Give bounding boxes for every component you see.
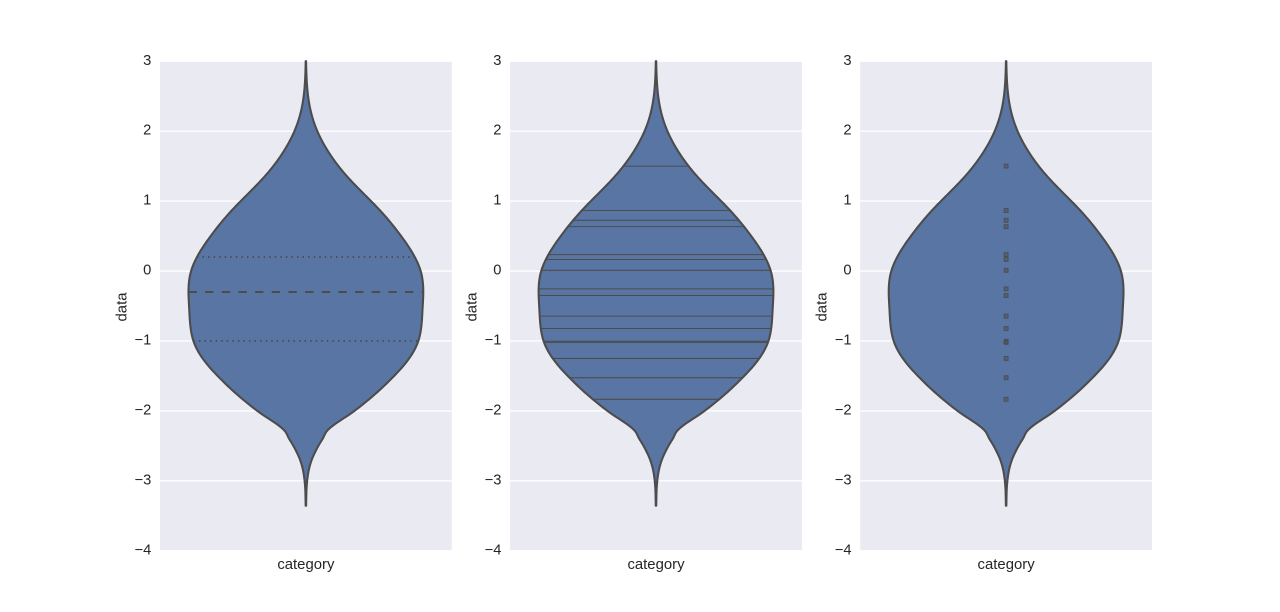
svg-text:3: 3 [143,53,151,69]
svg-text:−4: −4 [835,542,852,558]
svg-text:−4: −4 [135,542,152,558]
svg-text:category: category [978,557,1036,573]
svg-text:3: 3 [843,53,851,69]
svg-text:2: 2 [493,123,501,139]
svg-text:1: 1 [493,193,501,209]
svg-text:data: data [114,292,130,322]
svg-text:2: 2 [843,123,851,139]
svg-text:−1: −1 [835,333,852,349]
svg-text:−2: −2 [835,403,852,419]
svg-text:data: data [815,292,831,322]
svg-text:1: 1 [843,193,851,209]
svg-text:category: category [627,557,685,573]
svg-text:−3: −3 [135,472,152,488]
svg-text:−3: −3 [485,472,502,488]
svg-text:1: 1 [143,193,151,209]
svg-text:3: 3 [493,53,501,69]
svg-text:−3: −3 [835,472,852,488]
svg-text:2: 2 [143,123,151,139]
svg-text:−4: −4 [485,542,502,558]
svg-text:0: 0 [143,263,151,279]
svg-text:−1: −1 [485,333,502,349]
svg-text:−1: −1 [135,333,152,349]
svg-text:−2: −2 [485,403,502,419]
svg-text:0: 0 [843,263,851,279]
svg-text:category: category [277,557,335,573]
svg-text:0: 0 [493,263,501,279]
svg-text:data: data [465,292,481,322]
svg-text:−2: −2 [135,403,152,419]
